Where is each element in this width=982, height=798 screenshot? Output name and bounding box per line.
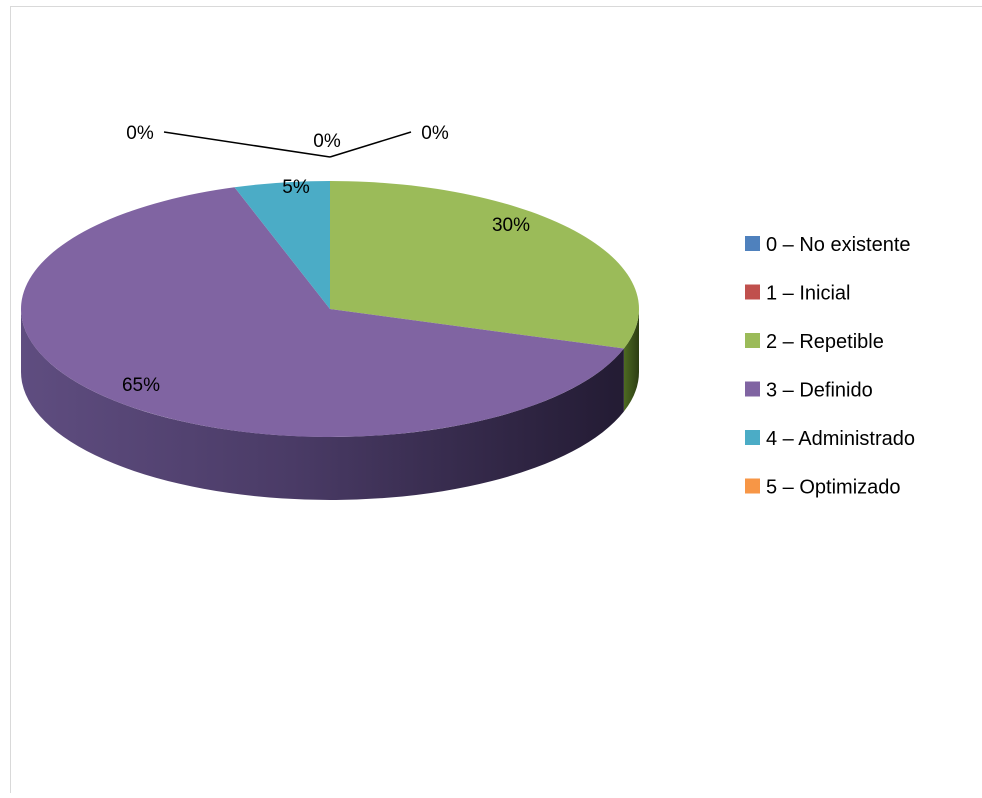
data-label-0-no-existente: 0% — [126, 123, 154, 144]
data-label-5-optimizado: 0% — [421, 123, 449, 144]
pie-tops — [21, 181, 639, 437]
legend-item-1-inicial: 1 – Inicial — [745, 283, 851, 305]
legend-item-2-repetible: 2 – Repetible — [745, 331, 884, 353]
legend-label: 5 – Optimizado — [766, 477, 901, 499]
leader-line-5-optimizado — [330, 132, 411, 157]
legend-swatch — [745, 236, 760, 251]
legend-item-5-optimizado: 5 – Optimizado — [745, 477, 901, 499]
legend-item-4-administrado: 4 – Administrado — [745, 428, 915, 450]
legend-label: 2 – Repetible — [766, 331, 884, 353]
legend-item-3-definido: 3 – Definido — [745, 380, 873, 402]
legend-swatch — [745, 382, 760, 397]
legend-swatch — [745, 333, 760, 348]
data-label-4-administrado: 5% — [282, 177, 310, 198]
data-label-2-repetible: 30% — [492, 215, 530, 236]
data-label-1-inicial: 0% — [313, 131, 341, 152]
legend-swatch — [745, 285, 760, 300]
data-label-3-definido: 65% — [122, 375, 160, 396]
legend: 0 – No existente 1 – Inicial 2 – Repetible… — [745, 234, 915, 499]
legend-label: 3 – Definido — [766, 380, 873, 402]
legend-label: 4 – Administrado — [766, 428, 915, 450]
leader-line-0-no-existente — [164, 132, 330, 157]
legend-label: 0 – No existente — [766, 234, 911, 256]
legend-label: 1 – Inicial — [766, 283, 851, 305]
legend-swatch — [745, 479, 760, 494]
legend-item-0-no-existente: 0 – No existente — [745, 234, 911, 256]
leader-lines — [164, 132, 411, 157]
legend-swatch — [745, 430, 760, 445]
